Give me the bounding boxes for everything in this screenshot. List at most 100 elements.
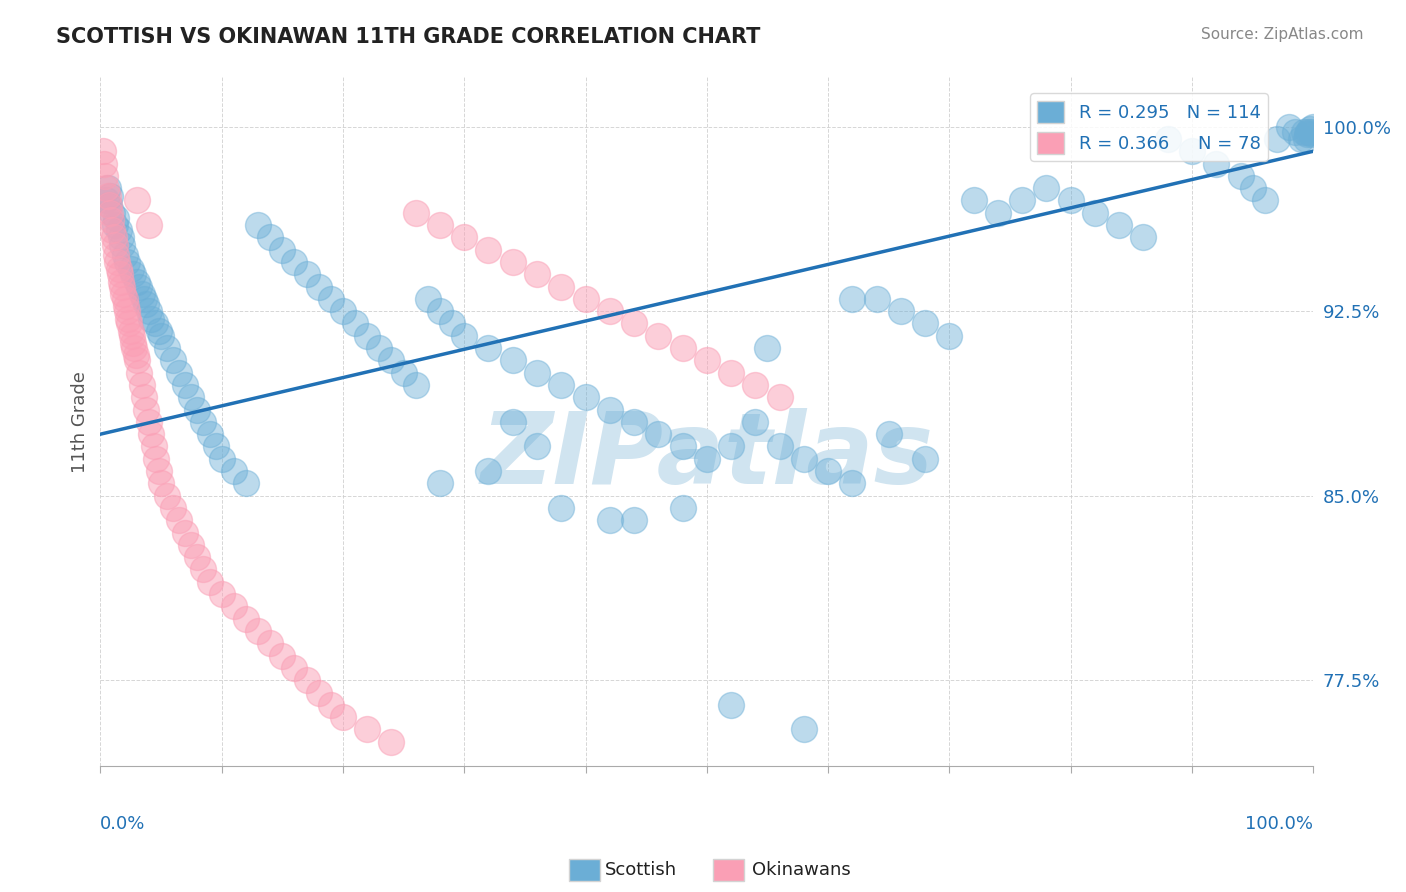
Point	[97, 198, 120, 212]
Point	[162, 353, 184, 368]
Point	[744, 415, 766, 429]
Point	[138, 218, 160, 232]
Point	[98, 188, 121, 202]
Point	[623, 415, 645, 429]
Point	[120, 324, 142, 338]
Point	[877, 427, 900, 442]
Point	[1298, 122, 1320, 136]
Point	[550, 500, 572, 515]
Point	[222, 464, 245, 478]
Point	[110, 275, 132, 289]
Point	[1229, 169, 1251, 183]
Point	[319, 292, 342, 306]
Point	[247, 218, 270, 232]
Point	[105, 211, 128, 225]
Point	[114, 292, 136, 306]
Point	[1205, 156, 1227, 170]
Point	[193, 562, 215, 576]
Point	[104, 237, 127, 252]
Point	[283, 661, 305, 675]
Point	[987, 206, 1010, 220]
Point	[1265, 132, 1288, 146]
Point	[841, 292, 863, 306]
Point	[104, 218, 127, 232]
Point	[174, 378, 197, 392]
Point	[623, 513, 645, 527]
Point	[211, 451, 233, 466]
Point	[1278, 120, 1301, 134]
Point	[128, 279, 150, 293]
Point	[405, 206, 427, 220]
Text: Scottish: Scottish	[605, 861, 676, 879]
Point	[344, 317, 367, 331]
Point	[125, 275, 148, 289]
Point	[574, 292, 596, 306]
Point	[122, 267, 145, 281]
Point	[599, 513, 621, 527]
Point	[1011, 194, 1033, 208]
Point	[174, 525, 197, 540]
Point	[235, 476, 257, 491]
Point	[271, 648, 294, 663]
Point	[124, 341, 146, 355]
Point	[101, 206, 124, 220]
Text: 0.0%: 0.0%	[100, 814, 146, 832]
Point	[128, 366, 150, 380]
Point	[141, 311, 163, 326]
Point	[91, 145, 114, 159]
Text: Okinawans: Okinawans	[752, 861, 851, 879]
Point	[380, 735, 402, 749]
Point	[647, 427, 669, 442]
Point	[1302, 120, 1324, 134]
Point	[1284, 124, 1306, 138]
Point	[599, 304, 621, 318]
Point	[138, 415, 160, 429]
Point	[368, 341, 391, 355]
Point	[132, 292, 155, 306]
Point	[131, 287, 153, 301]
Point	[1295, 132, 1317, 146]
Point	[720, 366, 742, 380]
Point	[135, 402, 157, 417]
Point	[271, 243, 294, 257]
Point	[115, 304, 138, 318]
Point	[125, 353, 148, 368]
Point	[1299, 124, 1322, 138]
Point	[744, 378, 766, 392]
Point	[198, 574, 221, 589]
Point	[356, 723, 378, 737]
Point	[143, 317, 166, 331]
Point	[112, 287, 135, 301]
Point	[295, 673, 318, 688]
Point	[720, 698, 742, 712]
Point	[502, 353, 524, 368]
Point	[115, 255, 138, 269]
Point	[890, 304, 912, 318]
Point	[141, 427, 163, 442]
Point	[110, 230, 132, 244]
Point	[477, 464, 499, 478]
Point	[696, 353, 718, 368]
Point	[1060, 194, 1083, 208]
Point	[841, 476, 863, 491]
Point	[156, 489, 179, 503]
Point	[118, 317, 141, 331]
Point	[380, 353, 402, 368]
Point	[574, 390, 596, 404]
Point	[124, 348, 146, 362]
Point	[105, 247, 128, 261]
Point	[107, 223, 129, 237]
Point	[150, 476, 173, 491]
Point	[122, 336, 145, 351]
Point	[1289, 132, 1312, 146]
Point	[441, 317, 464, 331]
Point	[914, 451, 936, 466]
Point	[94, 169, 117, 183]
Point	[768, 390, 790, 404]
Point	[167, 366, 190, 380]
Point	[429, 304, 451, 318]
Point	[120, 262, 142, 277]
Point	[453, 328, 475, 343]
Point	[180, 390, 202, 404]
Point	[148, 464, 170, 478]
